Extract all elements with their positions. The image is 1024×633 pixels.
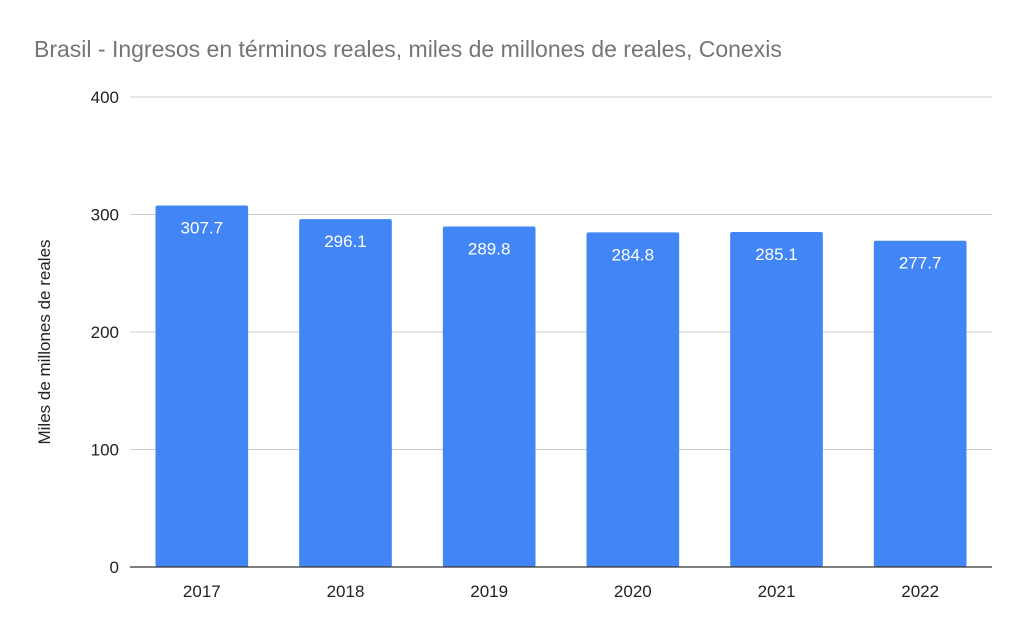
gridlines	[130, 96, 992, 450]
bar	[442, 226, 536, 568]
y-axis-label: Miles de millones de reales	[35, 239, 54, 444]
bar	[730, 232, 823, 567]
x-tick-label: 2018	[327, 582, 365, 601]
bar	[586, 232, 680, 568]
y-axis-ticks: 0 100 200 300 400	[91, 88, 119, 577]
bar	[299, 219, 392, 567]
data-label: 284.8	[612, 245, 655, 264]
data-label: 277.7	[899, 254, 942, 273]
data-label: 285.1	[755, 245, 798, 264]
y-tick-label: 100	[91, 441, 119, 460]
data-label: 296.1	[324, 232, 367, 251]
data-labels: 307.7 296.1 289.8 284.8 285.1 277.7	[181, 218, 942, 272]
data-label: 307.7	[181, 218, 224, 237]
x-tick-label: 2019	[470, 582, 508, 601]
y-tick-label: 0	[110, 558, 119, 577]
chart-title: Brasil - Ingresos en términos reales, mi…	[34, 36, 782, 62]
y-tick-label: 400	[91, 88, 119, 107]
bar	[873, 240, 967, 567]
x-tick-label: 2021	[758, 582, 796, 601]
x-axis-ticks: 2017 2018 2019 2020 2021 2022	[183, 582, 939, 601]
x-tick-label: 2017	[183, 582, 221, 601]
bar	[155, 205, 249, 567]
y-tick-label: 300	[91, 206, 119, 225]
y-tick-label: 200	[91, 323, 119, 342]
x-tick-label: 2020	[614, 582, 652, 601]
x-tick-label: 2022	[901, 582, 939, 601]
bars	[155, 205, 967, 568]
data-label: 289.8	[468, 239, 511, 258]
